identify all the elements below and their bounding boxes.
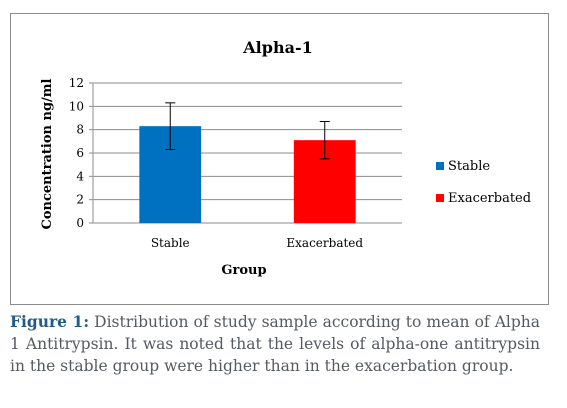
y-tick-label: 4: [76, 169, 84, 183]
legend: Stable Exacerbated: [436, 159, 531, 206]
y-tick-label: 10: [69, 99, 84, 113]
chart-title: Alpha-1: [242, 38, 312, 57]
bar-chart: Alpha-1 0 2 4 6 8 10 12 Stable Exacerbated Conc…: [40, 38, 531, 278]
figure-caption: Figure 1: Distribution of study sample a…: [10, 311, 540, 377]
y-tick-label: 12: [69, 76, 84, 90]
y-axis-label: Concentration ng/ml: [40, 78, 55, 229]
error-bars: [165, 102, 330, 160]
x-tick-label: Stable: [151, 236, 190, 250]
bars: [139, 126, 356, 223]
caption-label: Figure 1:: [10, 312, 90, 331]
y-tick-label: 2: [76, 193, 84, 207]
y-axis-ticks: 0 2 4 6 8 10 12: [69, 76, 85, 230]
chart-frame: Alpha-1 0 2 4 6 8 10 12 Stable Exacerbated Conc…: [10, 13, 549, 305]
legend-swatch: [436, 194, 444, 202]
legend-label: Exacerbated: [448, 191, 531, 206]
y-tick-label: 0: [76, 216, 84, 230]
x-axis-ticks: Stable Exacerbated: [151, 236, 364, 250]
legend-swatch: [436, 162, 444, 170]
y-tick-label: 6: [76, 146, 84, 160]
caption-text: Distribution of study sample according t…: [10, 313, 540, 375]
legend-label: Stable: [448, 159, 490, 174]
x-tick-label: Exacerbated: [286, 236, 363, 250]
y-tick-label: 8: [76, 123, 84, 137]
x-axis-label: Group: [221, 263, 266, 278]
